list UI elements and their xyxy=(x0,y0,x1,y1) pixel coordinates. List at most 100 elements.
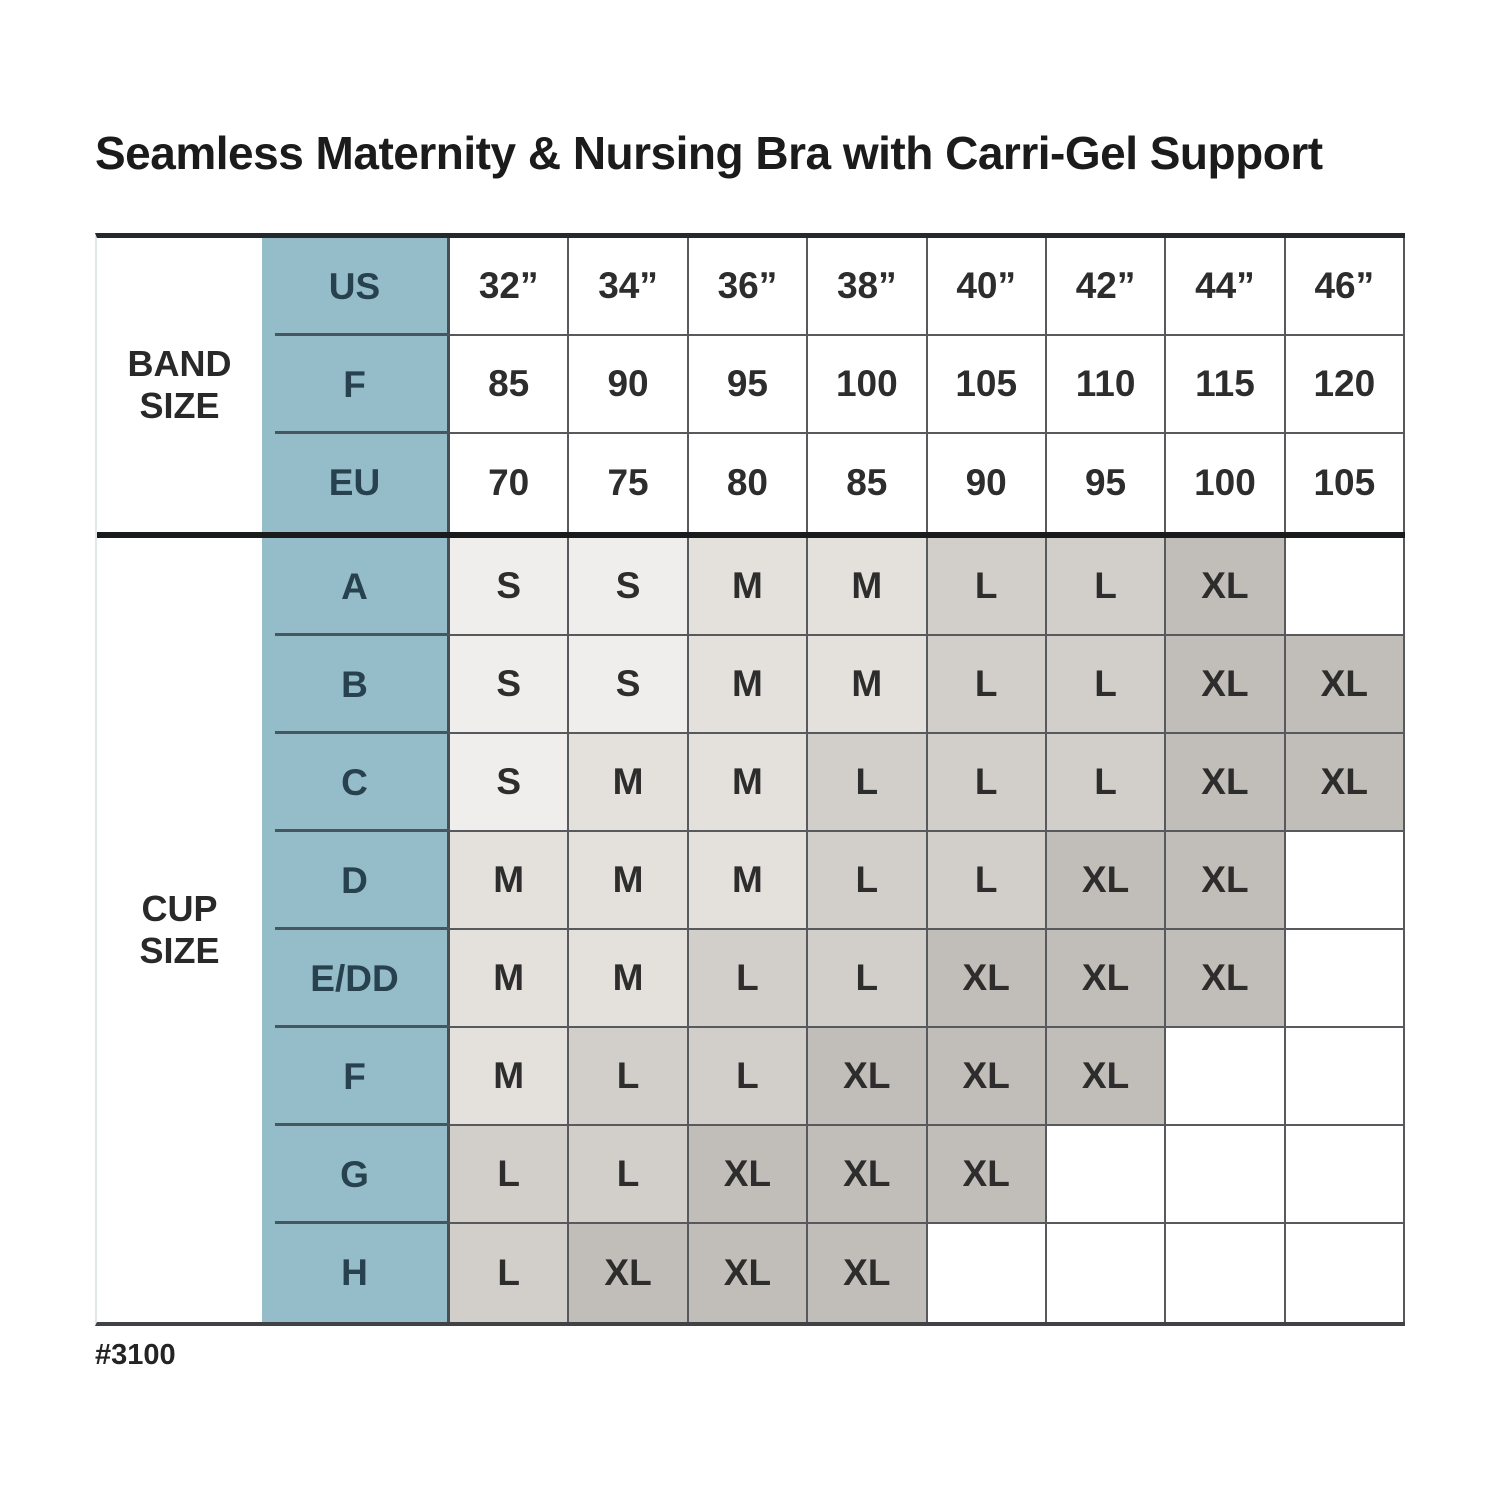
size-cell: M xyxy=(450,1028,570,1127)
row-header-f: F xyxy=(262,336,450,435)
size-cell: 95 xyxy=(1046,434,1167,533)
size-cell: S xyxy=(450,636,570,735)
size-cell: 32” xyxy=(450,238,570,337)
empty-cell xyxy=(1046,1126,1167,1225)
size-cell: 80 xyxy=(688,434,809,533)
size-cell: M xyxy=(688,832,809,931)
size-cell: M xyxy=(808,636,928,735)
size-cell: XL xyxy=(688,1224,809,1323)
size-cell: M xyxy=(450,832,570,931)
size-cell: M xyxy=(569,734,689,833)
size-cell: XL xyxy=(569,1224,689,1323)
size-cell: L xyxy=(569,1028,689,1127)
section-divider xyxy=(97,532,1405,539)
empty-cell xyxy=(1166,1028,1286,1127)
size-cell: 40” xyxy=(927,238,1047,337)
style-number: #3100 xyxy=(95,1339,176,1372)
size-cell: 38” xyxy=(808,238,928,337)
size-cell: XL xyxy=(1046,930,1167,1029)
row-header-b: B xyxy=(262,636,450,735)
size-cell: XL xyxy=(808,1126,928,1225)
size-cell: L xyxy=(1046,538,1167,637)
size-cell: L xyxy=(927,734,1047,833)
size-cell: L xyxy=(688,930,809,1029)
size-cell: S xyxy=(569,636,689,735)
size-cell: XL xyxy=(1046,1028,1167,1127)
empty-cell xyxy=(1285,1028,1405,1127)
size-cell: 46” xyxy=(1285,238,1405,337)
size-cell: XL xyxy=(1166,832,1286,931)
size-cell: 120 xyxy=(1285,336,1405,435)
size-cell: XL xyxy=(1166,636,1286,735)
row-header-us: US xyxy=(262,238,450,337)
empty-cell xyxy=(1285,1126,1405,1225)
empty-cell xyxy=(1046,1224,1167,1323)
row-header-d: D xyxy=(262,832,450,931)
size-cell: 105 xyxy=(1285,434,1405,533)
size-cell: 42” xyxy=(1046,238,1167,337)
size-cell: XL xyxy=(927,930,1047,1029)
row-group-label: BAND SIZE xyxy=(97,238,262,533)
size-cell: 90 xyxy=(927,434,1047,533)
cup-size-section: CUP SIZE A S S M M L L XL B S S M M L L XL XL C S M M L L L XL XL D… xyxy=(97,538,1405,1323)
size-cell: XL xyxy=(1285,636,1405,735)
size-cell: L xyxy=(808,832,928,931)
size-cell: L xyxy=(927,636,1047,735)
row-header-g: G xyxy=(262,1126,450,1225)
size-cell: M xyxy=(450,930,570,1029)
size-cell: 34” xyxy=(569,238,689,337)
size-cell: M xyxy=(688,636,809,735)
size-cell: M xyxy=(569,930,689,1029)
row-header-h: H xyxy=(262,1224,450,1323)
size-cell: 44” xyxy=(1166,238,1286,337)
size-cell: L xyxy=(450,1224,570,1323)
size-cell: 85 xyxy=(808,434,928,533)
size-cell: L xyxy=(1046,734,1167,833)
size-cell: 105 xyxy=(927,336,1047,435)
size-cell: L xyxy=(450,1126,570,1225)
size-cell: L xyxy=(927,832,1047,931)
row-header-c: C xyxy=(262,734,450,833)
size-cell: 115 xyxy=(1166,336,1286,435)
size-cell: XL xyxy=(1166,930,1286,1029)
size-cell: L xyxy=(1046,636,1167,735)
size-cell: 70 xyxy=(450,434,570,533)
size-cell: 36” xyxy=(688,238,809,337)
size-cell: XL xyxy=(688,1126,809,1225)
size-cell: M xyxy=(569,832,689,931)
row-header-f: F xyxy=(262,1028,450,1127)
size-cell: XL xyxy=(1166,538,1286,637)
size-cell: 95 xyxy=(688,336,809,435)
size-cell: 75 xyxy=(569,434,689,533)
size-cell: XL xyxy=(1166,734,1286,833)
empty-cell xyxy=(1285,930,1405,1029)
size-cell: L xyxy=(688,1028,809,1127)
row-header-eu: EU xyxy=(262,434,450,533)
band-size-section: BAND SIZE US 32” 34” 36” 38” 40” 42” 44” 46” F 85 90… xyxy=(97,238,1405,533)
empty-cell xyxy=(1285,538,1405,637)
size-cell: L xyxy=(569,1126,689,1225)
empty-cell xyxy=(1166,1224,1286,1323)
size-cell: S xyxy=(450,734,570,833)
size-cell: L xyxy=(808,734,928,833)
size-cell: XL xyxy=(927,1126,1047,1225)
empty-cell xyxy=(1166,1126,1286,1225)
size-chart-table: BAND SIZE US 32” 34” 36” 38” 40” 42” 44” 46” F 85 90… xyxy=(95,233,1405,1327)
size-cell: 100 xyxy=(1166,434,1286,533)
size-cell: XL xyxy=(808,1224,928,1323)
empty-cell xyxy=(1285,832,1405,931)
size-cell: 110 xyxy=(1046,336,1167,435)
size-cell: 100 xyxy=(808,336,928,435)
size-cell: XL xyxy=(1046,832,1167,931)
size-cell: 90 xyxy=(569,336,689,435)
size-cell: S xyxy=(450,538,570,637)
empty-cell xyxy=(1285,1224,1405,1323)
size-cell: M xyxy=(688,538,809,637)
size-cell: L xyxy=(808,930,928,1029)
row-group-label: CUP SIZE xyxy=(97,538,262,1323)
size-cell: M xyxy=(808,538,928,637)
size-cell: L xyxy=(927,538,1047,637)
size-cell: 85 xyxy=(450,336,570,435)
size-cell: XL xyxy=(1285,734,1405,833)
